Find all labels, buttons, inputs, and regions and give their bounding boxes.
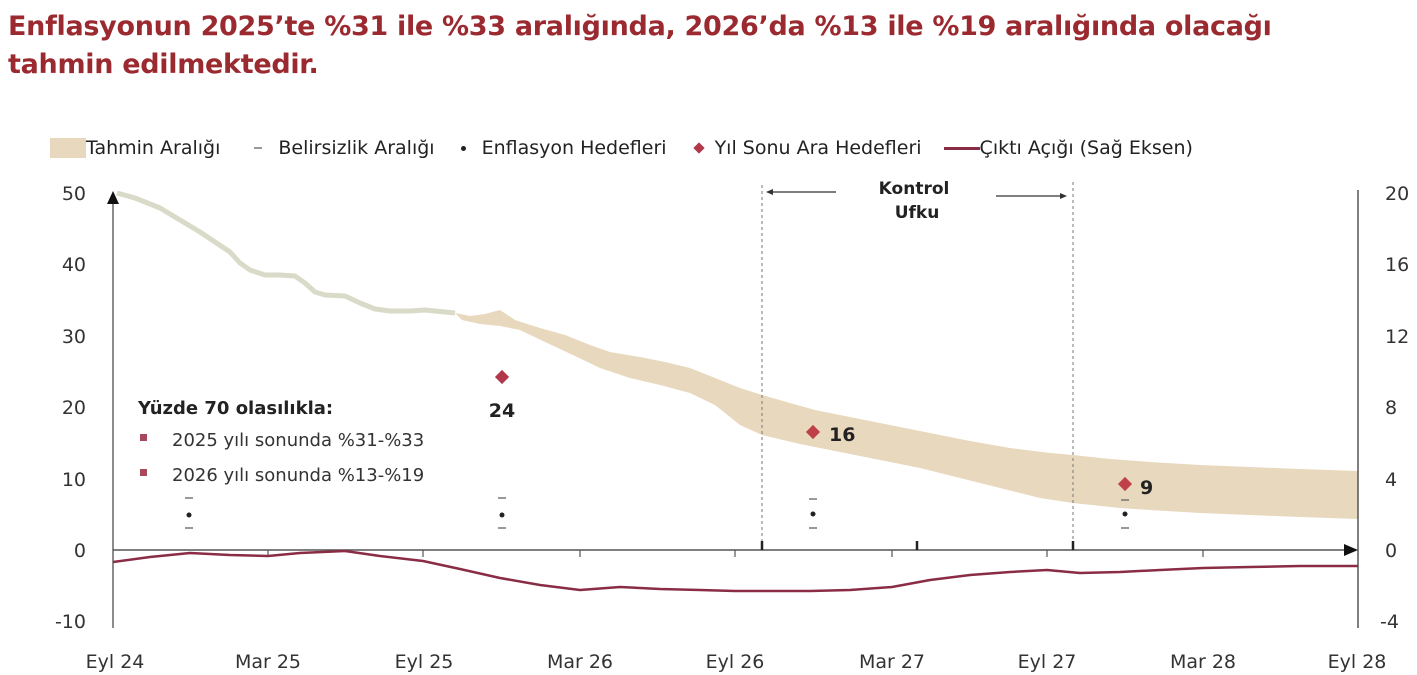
- dash-swatch-icon: [254, 147, 263, 149]
- legend-item-output-gap: Çıktı Açığı (Sağ Eksen): [943, 137, 1193, 159]
- legend-item-inflation-targets: Enflasyon Hedefleri: [457, 137, 667, 159]
- chart-title-line-2: tahmin edilmektedir.: [8, 49, 319, 80]
- bullet-icon: [140, 469, 147, 476]
- legend-item-uncertainty-range: Belirsizlik Aralığı: [242, 137, 435, 159]
- control-horizon-label-2: Ufku: [895, 203, 940, 223]
- right-tick-label: -4: [1380, 611, 1399, 633]
- left-tick-label: 50: [62, 183, 86, 205]
- x-tick-label: Eyl 25: [395, 651, 454, 673]
- chart-legend: Tahmin Aralığı Belirsizlik Aralığı Enfla…: [50, 134, 1193, 162]
- interim-target-label: 16: [829, 424, 855, 446]
- forecast-range-band: [455, 310, 1358, 519]
- legend-label: Belirsizlik Aralığı: [278, 137, 435, 159]
- left-arrowhead-icon: [766, 189, 773, 195]
- probability-note: Yüzde 70 olasılıkla: 2025 yılı sonunda %…: [137, 398, 424, 486]
- right-tick-label: 0: [1385, 540, 1397, 562]
- x-axis-minor-ticks: [267, 550, 1204, 557]
- right-tick-label: 20: [1385, 183, 1409, 205]
- x-tick-label: Eyl 26: [706, 651, 765, 673]
- left-axis-ticks: 50 40 30 20 10 0 -10: [55, 183, 86, 633]
- inflation-target-2025: [498, 497, 506, 529]
- x-axis-labels: Eyl 24 Mar 25 Eyl 25 Mar 26 Eyl 26 Mar 2…: [86, 651, 1387, 673]
- probability-note-item: 2025 yılı sonunda %31-%33: [172, 430, 424, 451]
- line-swatch-icon: [943, 146, 980, 150]
- historical-inflation-line: [116, 190, 456, 316]
- chart-title-line-1: Enflasyonun 2025’te %31 ile %33 aralığın…: [8, 11, 1272, 42]
- bullet-icon: [140, 434, 147, 441]
- interim-target-2027: 9: [1117, 476, 1153, 499]
- chart-title: Enflasyonun 2025’te %31 ile %33 aralığın…: [8, 8, 1417, 84]
- diamond-icon: [494, 369, 510, 385]
- dot-swatch-icon: [460, 145, 466, 151]
- interim-target-label: 24: [489, 400, 515, 422]
- right-axis-arrowhead-icon: [1344, 544, 1358, 556]
- x-tick-label: Mar 25: [235, 651, 301, 673]
- right-tick-label: 12: [1385, 326, 1409, 348]
- diamond-icon: [805, 424, 821, 440]
- legend-label: Yıl Sonu Ara Hedefleri: [714, 137, 922, 159]
- x-tick-label: Mar 27: [859, 651, 925, 673]
- legend-item-forecast-range: Tahmin Aralığı: [50, 137, 220, 159]
- left-tick-label: -10: [55, 611, 86, 633]
- left-tick-label: 40: [62, 254, 86, 276]
- right-axis-ticks: 20 16 12 8 4 0 -4: [1380, 183, 1409, 633]
- right-tick-label: 4: [1385, 469, 1397, 491]
- left-tick-label: 0: [74, 540, 86, 562]
- band-swatch-icon: [50, 138, 86, 158]
- x-tick-label: Mar 26: [547, 651, 613, 673]
- legend-label: Tahmin Aralığı: [86, 137, 221, 159]
- x-tick-label: Eyl 24: [86, 651, 145, 673]
- interim-target-2025: 24: [489, 369, 515, 422]
- left-tick-label: 30: [62, 326, 86, 348]
- inflation-target-2026: [809, 498, 817, 529]
- diamond-icon: [1117, 476, 1133, 492]
- control-horizon-label-1: Kontrol: [879, 179, 950, 199]
- inflation-target-2024: [185, 497, 193, 529]
- right-tick-label: 16: [1385, 254, 1409, 276]
- probability-note-item: 2026 yılı sonunda %13-%19: [172, 465, 424, 486]
- x-tick-label: Eyl 27: [1018, 651, 1077, 673]
- x-tick-label: Mar 28: [1170, 651, 1236, 673]
- x-tick-label: Eyl 28: [1328, 651, 1387, 673]
- up-arrowhead-icon: [107, 191, 119, 204]
- legend-item-interim-targets: Yıl Sonu Ara Hedefleri: [689, 137, 922, 159]
- legend-label: Enflasyon Hedefleri: [481, 137, 667, 159]
- interim-target-2026: 16: [805, 424, 855, 446]
- inflation-target-2027: [1121, 499, 1129, 529]
- left-tick-label: 10: [62, 469, 86, 491]
- x-axis-year-end-ticks: [760, 541, 1075, 550]
- right-arrowhead-icon: [1060, 193, 1067, 199]
- interim-target-label: 9: [1140, 477, 1153, 499]
- right-tick-label: 8: [1385, 397, 1397, 419]
- probability-note-title: Yüzde 70 olasılıkla:: [137, 398, 333, 419]
- legend-label: Çıktı Açığı (Sağ Eksen): [979, 137, 1193, 159]
- left-tick-label: 20: [62, 397, 86, 419]
- output-gap-line: [112, 549, 1358, 593]
